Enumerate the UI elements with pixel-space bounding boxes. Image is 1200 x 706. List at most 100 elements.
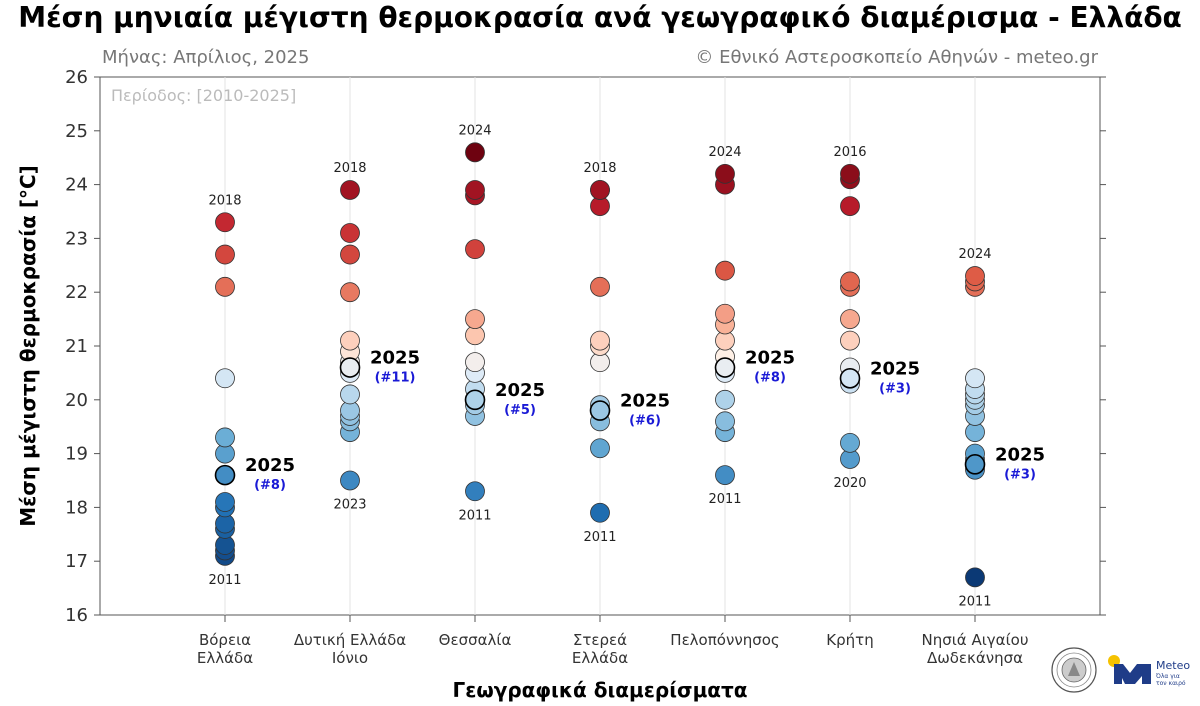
max-year-label: 2024	[958, 247, 991, 262]
x-tick-label: Δωδεκάνησα	[927, 649, 1023, 667]
data-point	[215, 244, 235, 265]
current-rank-label: (#3)	[1004, 467, 1036, 482]
y-tick-label: 21	[65, 336, 88, 357]
data-point	[715, 465, 735, 486]
observatory-seal-logo	[1051, 647, 1097, 693]
x-axis-label: Γεωγραφικά διαμερίσματα	[452, 678, 747, 702]
current-rank-label: (#6)	[629, 414, 661, 429]
data-point	[340, 282, 360, 303]
x-tick-label: Βόρεια	[199, 631, 251, 649]
data-point	[340, 223, 360, 243]
data-point	[840, 432, 860, 453]
y-tick-label: 24	[65, 175, 88, 196]
max-year-label: 2018	[208, 193, 241, 208]
data-point	[340, 330, 360, 351]
x-tick-label: Ελλάδα	[572, 649, 628, 667]
data-point	[840, 309, 860, 330]
min-year-label: 2011	[583, 530, 616, 545]
data-point	[465, 481, 485, 502]
data-points	[214, 142, 986, 588]
max-year-label: 2024	[708, 145, 741, 160]
data-point	[590, 438, 610, 459]
max-year-label: 2018	[333, 161, 366, 176]
annotations: 2018 2011 2025 (#8) 2018 2023 2025 (#11) 2024 201…	[208, 123, 1045, 609]
data-point	[715, 411, 735, 432]
current-year-label: 2025	[245, 455, 295, 476]
data-point	[340, 470, 360, 491]
x-tick-label: Νησιά Αιγαίου	[922, 631, 1029, 649]
data-point	[590, 502, 610, 523]
y-tick-label: 18	[65, 497, 88, 518]
current-year-point	[339, 357, 361, 378]
current-rank-label: (#5)	[504, 403, 536, 418]
y-tick-label: 20	[65, 390, 88, 411]
data-point	[840, 271, 860, 292]
meteo-logo-name: Meteo	[1156, 659, 1190, 672]
x-tick-label: Στερεά	[573, 631, 627, 649]
data-point	[465, 239, 485, 260]
data-point	[590, 180, 610, 200]
current-year-label: 2025	[995, 444, 1045, 465]
max-year-label: 2016	[833, 145, 866, 160]
y-tick-label: 26	[65, 67, 88, 88]
x-tick-label: Ελλάδα	[197, 649, 253, 667]
y-tick-label: 19	[65, 444, 88, 465]
max-year-label: 2024	[458, 123, 491, 138]
y-tick-label: 25	[65, 121, 88, 142]
meteo-logo-tagline: Όλα για	[1155, 673, 1180, 680]
data-point	[465, 180, 485, 200]
data-point	[840, 330, 860, 351]
current-year-point	[839, 367, 861, 389]
data-point	[340, 384, 360, 405]
y-tick-label: 22	[65, 282, 88, 303]
current-year-label: 2025	[870, 358, 920, 379]
y-tick-label: 17	[65, 551, 88, 572]
current-year-label: 2025	[370, 348, 420, 369]
min-year-label: 2011	[708, 492, 741, 507]
min-year-label: 2020	[833, 476, 866, 491]
y-tick-label: 23	[65, 228, 88, 249]
current-rank-label: (#8)	[254, 478, 286, 493]
period-label: Περίοδος: [2010-2025]	[111, 86, 296, 105]
current-rank-label: (#3)	[879, 381, 911, 396]
data-point	[840, 163, 860, 184]
x-tick-label: Ιόνιο	[332, 649, 368, 667]
data-point	[340, 244, 360, 265]
data-point	[715, 163, 735, 184]
chart-subtitle-credit: © Εθνικό Αστεροσκοπείο Αθηνών - meteo.gr	[695, 47, 1098, 68]
meteo-logo: Meteo Όλα για τον καιρό	[1108, 655, 1190, 687]
data-point	[215, 427, 235, 448]
x-tick-label: Κρήτη	[826, 631, 873, 649]
data-point	[715, 389, 735, 410]
data-point	[715, 260, 735, 281]
x-tick-label: Θεσσαλία	[439, 631, 512, 649]
current-year-label: 2025	[495, 380, 545, 401]
min-year-label: 2023	[333, 498, 366, 513]
x-tick-label: Δυτική Ελλάδα	[294, 631, 406, 649]
data-point	[715, 303, 735, 324]
data-point	[965, 567, 985, 588]
current-rank-label: (#11)	[375, 371, 416, 386]
data-point	[465, 142, 485, 163]
min-year-label: 2011	[958, 594, 991, 609]
current-year-point	[964, 454, 986, 475]
current-year-label: 2025	[745, 348, 795, 369]
data-point	[215, 212, 235, 233]
min-year-label: 2011	[208, 573, 241, 588]
chart-title: Μέση μηνιαία μέγιστη θερμοκρασία ανά γεω…	[18, 1, 1182, 34]
data-point	[590, 330, 610, 351]
current-year-label: 2025	[620, 391, 670, 412]
current-year-point	[589, 400, 611, 421]
data-point	[465, 352, 485, 373]
x-tick-label: Πελοπόννησος	[670, 631, 779, 649]
data-point	[215, 276, 235, 297]
data-point	[965, 266, 985, 286]
max-year-label: 2018	[583, 161, 616, 176]
data-point	[840, 196, 860, 217]
current-rank-label: (#8)	[754, 371, 786, 386]
current-year-point	[714, 357, 736, 378]
data-point	[215, 492, 235, 512]
current-year-point	[464, 389, 486, 411]
